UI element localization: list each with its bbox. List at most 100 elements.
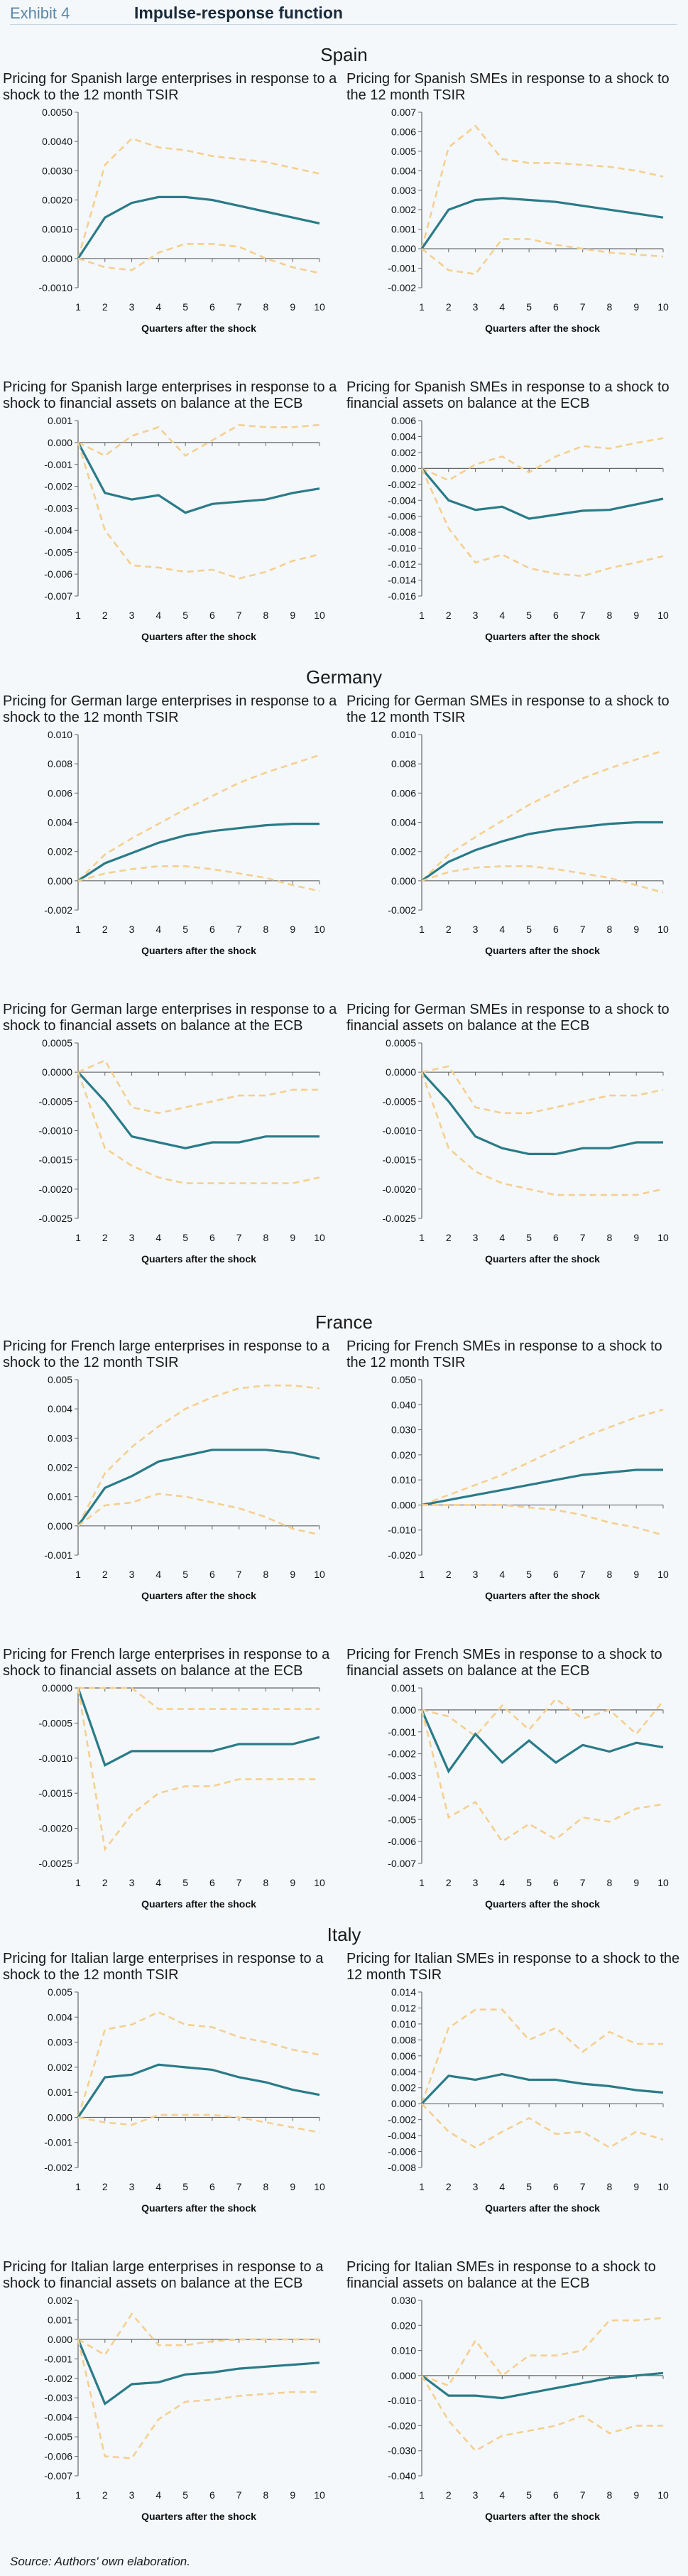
irf-line [421,821,663,882]
x-tick-label: 3 [129,2181,135,2192]
irf-line [420,1071,663,1155]
x-axis-title: Quarters after the shock [141,1590,256,1601]
x-tick-label: 9 [633,1877,639,1888]
y-tick-label: -0.003 [44,503,72,514]
x-tick-label: 3 [129,610,135,621]
irf-line [77,2339,320,2405]
x-axis-title: Quarters after the shock [485,2511,600,2522]
x-tick-label: 7 [236,1569,242,1580]
y-tick-label: 0.002 [391,2082,416,2094]
irf-line [420,197,664,250]
x-tick-label: 1 [75,1877,81,1888]
irf-line [77,195,320,259]
y-tick-label: -0.002 [44,2373,72,2384]
irf-chart-italy-2: Pricing for Italian SMEs in response to … [344,1951,684,2235]
x-tick-label: 3 [473,2181,479,2192]
chart-title: Pricing for Italian SMEs in response to … [346,2259,656,2291]
irf-line [77,1687,320,1767]
y-tick-label: -0.002 [388,2114,416,2126]
y-tick-label: -0.020 [388,2420,416,2431]
x-tick-label: 1 [75,301,81,313]
x-tick-label: 9 [290,924,295,935]
y-tick-label: 0.005 [48,1986,72,1998]
x-tick-label: 3 [129,301,135,313]
x-tick-label: 6 [553,924,559,935]
y-tick-label: 0.004 [391,2066,416,2077]
chart-title: Pricing for Spanish SMEs in response to … [346,71,670,103]
country-title-germany: Germany [306,666,382,688]
x-tick-label: 8 [263,610,269,621]
x-tick-label: 8 [607,1232,613,1243]
x-tick-label: 6 [209,610,215,621]
y-tick-label: 0.010 [391,2345,416,2356]
y-tick-label: 0.004 [48,2011,72,2023]
chart-plot: -0.007 -0.006 -0.005 -0.004 -0.003 -0.002 -0.0… [44,2295,325,2522]
x-tick-label: 1 [419,301,425,313]
x-tick-label: 6 [553,2181,559,2192]
y-tick-label: -0.007 [44,590,72,602]
y-tick-label: 0.001 [391,224,416,235]
lower-band-line [420,1071,664,1196]
y-tick-label: -0.004 [388,494,416,506]
x-axis-title: Quarters after the shock [485,631,600,642]
irf-chart-spain-4: Pricing for Spanish SMEs in response to … [344,379,684,664]
x-tick-label: 1 [75,1569,81,1580]
x-tick-label: 9 [290,1569,295,1580]
x-tick-label: 7 [580,1232,586,1243]
x-tick-label: 9 [290,301,295,313]
irf-chart-spain-1: Pricing for Spanish large enterprises in… [0,71,341,355]
x-tick-label: 6 [553,1232,559,1243]
chart-title: Pricing for Italian large enterprises in… [3,1951,324,1983]
x-tick-label: 5 [182,1232,188,1243]
x-tick-label: 1 [75,1232,81,1243]
x-tick-label: 2 [446,924,452,935]
y-tick-label: -0.016 [388,590,416,602]
chart-title: Pricing for Spanish large enterprises in… [3,71,337,103]
y-tick-label: -0.0010 [39,1125,73,1137]
y-tick-label: -0.040 [388,2470,416,2482]
x-axis-title: Quarters after the shock [485,323,600,334]
y-tick-label: -0.002 [44,904,72,916]
lower-band-line [77,2114,320,2133]
y-tick-label: 0.030 [391,2295,416,2306]
y-tick-label: 0.002 [391,204,416,215]
chart-plot: -0.020 -0.010 0.000 0.010 0.020 0.030 0.040 0.0… [388,1374,669,1601]
y-tick-label: 0.001 [48,2087,72,2098]
x-tick-label: 4 [499,1569,505,1580]
x-tick-label: 7 [236,924,242,935]
x-tick-label: 3 [473,1232,479,1243]
x-tick-label: 3 [129,924,135,935]
x-tick-label: 6 [553,301,559,313]
x-tick-label: 1 [419,610,425,621]
y-tick-label: -0.001 [44,459,72,470]
x-axis-title: Quarters after the shock [485,2202,600,2214]
x-tick-label: 10 [314,1232,325,1243]
x-tick-label: 10 [657,1569,669,1580]
y-tick-label: 0.008 [48,758,72,769]
chart-title: Pricing for Italian large enterprises in… [3,2259,324,2291]
y-tick-label: 0.0000 [42,253,72,264]
x-axis-title: Quarters after the shock [485,945,600,956]
x-tick-label: 4 [499,1232,505,1243]
y-tick-label: -0.007 [44,2470,72,2482]
y-tick-label: -0.001 [388,1726,416,1738]
chart-plot: -0.0025 -0.0020 -0.0015 -0.0010 -0.0005 0.000… [39,1682,325,1910]
lower-band-line [77,2339,320,2459]
x-tick-label: 7 [236,2181,242,2192]
x-tick-label: 1 [75,2489,81,2501]
x-axis-title: Quarters after the shock [485,1590,600,1601]
y-tick-label: -0.004 [388,2130,416,2141]
x-tick-label: 7 [580,924,586,935]
x-tick-label: 2 [446,610,452,621]
x-axis-title: Quarters after the shock [141,945,256,956]
x-tick-label: 5 [526,924,532,935]
y-tick-label: -0.001 [44,1549,72,1561]
lower-band-line [420,1709,664,1843]
x-tick-label: 9 [290,1232,295,1243]
y-tick-label: 0.0000 [386,1066,416,1078]
x-tick-label: 2 [446,301,452,313]
y-tick-label: 0.006 [391,787,416,799]
x-tick-label: 3 [129,1232,135,1243]
y-tick-label: 0.000 [48,2111,72,2123]
irf-line [420,1709,664,1774]
